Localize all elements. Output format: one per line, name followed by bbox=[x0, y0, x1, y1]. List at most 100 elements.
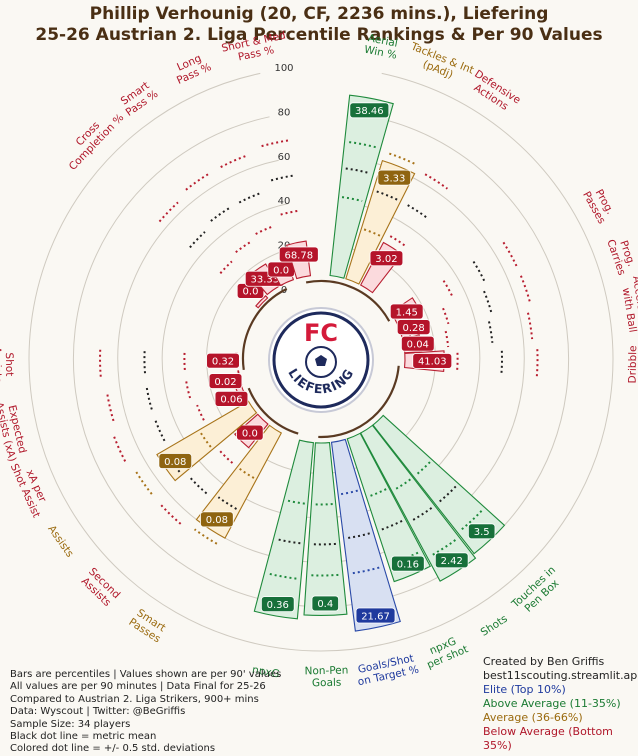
metric-label: Non-PenGoals bbox=[304, 665, 348, 690]
team-logo: FC LIEFERING bbox=[266, 305, 376, 415]
metric-label: AerialWin % bbox=[363, 32, 400, 62]
value-label: 0.08 bbox=[206, 515, 228, 526]
footer-line: Bars are percentiles | Values shown are … bbox=[10, 669, 281, 681]
sd-dot-line bbox=[446, 331, 449, 347]
metric-label: Tackles & Int(pAdj) bbox=[404, 40, 476, 88]
radial-tick-label: 80 bbox=[278, 107, 291, 118]
legend-average: Average (36-66%) bbox=[483, 711, 638, 725]
sd-dot-line bbox=[262, 140, 289, 146]
sd-dot-line bbox=[537, 349, 538, 376]
sd-dot-line bbox=[389, 154, 414, 164]
value-label: 2.42 bbox=[441, 556, 463, 567]
mean-dot-line bbox=[147, 388, 152, 410]
sd-dot-line bbox=[197, 405, 204, 420]
sd-dot-line bbox=[281, 211, 299, 215]
mean-dot-line bbox=[271, 176, 294, 181]
metric-label: Accelerationwith Ball bbox=[618, 275, 638, 343]
value-label: 0.32 bbox=[212, 357, 234, 368]
value-label: 0.0 bbox=[273, 265, 289, 276]
logo-fc-text: FC bbox=[304, 319, 338, 347]
metric-label: Short & MedPass % bbox=[220, 29, 289, 66]
metric-label: SmartPass % bbox=[117, 78, 161, 119]
value-label: 21.67 bbox=[361, 611, 390, 622]
value-label: 3.33 bbox=[383, 173, 405, 184]
mean-dot-line bbox=[408, 205, 427, 217]
sd-dot-line bbox=[186, 381, 190, 398]
sd-dot-line bbox=[100, 349, 101, 377]
metric-label: Touches inPen Box bbox=[509, 564, 566, 620]
metric-label: SmartPasses bbox=[127, 606, 170, 645]
mean-dot-line bbox=[191, 478, 207, 493]
sd-dot-line bbox=[444, 281, 453, 297]
metric-label: Shots bbox=[479, 613, 510, 639]
value-label: 0.04 bbox=[407, 339, 429, 350]
value-label: 38.46 bbox=[355, 106, 384, 117]
value-label: 0.08 bbox=[164, 457, 186, 468]
metric-label: CrossCompletion % bbox=[58, 103, 126, 173]
sd-dot-line bbox=[256, 227, 272, 234]
metric-label: Assists bbox=[45, 523, 76, 559]
metric-label: SecondAssists bbox=[78, 566, 122, 610]
sd-dot-line bbox=[236, 242, 250, 252]
sd-dot-line bbox=[220, 451, 232, 463]
radial-tick-label: 100 bbox=[274, 63, 293, 74]
mean-dot-line bbox=[239, 194, 259, 203]
sd-dot-line bbox=[528, 313, 532, 339]
value-label: 41.03 bbox=[418, 357, 447, 368]
radial-tick-label: 40 bbox=[278, 196, 291, 207]
metric-label: ShotAssists bbox=[0, 346, 15, 383]
sd-dot-line bbox=[221, 156, 246, 167]
sd-dot-line bbox=[220, 261, 232, 273]
metric-label: ExpectedAssists (xA) bbox=[0, 398, 30, 463]
value-label: 68.78 bbox=[284, 250, 313, 261]
metric-label: LongPass % bbox=[170, 50, 213, 87]
mean-dot-line bbox=[156, 421, 165, 441]
metric-label: DefensiveActions bbox=[466, 68, 523, 117]
sd-dot-line bbox=[503, 242, 516, 266]
mean-dot-line bbox=[501, 351, 502, 374]
metric-label: xA perShot Assist bbox=[8, 457, 53, 520]
metric-label: npxGper shot bbox=[421, 632, 470, 671]
credit-site: best11scouting.streamlit.app bbox=[483, 669, 638, 683]
value-label: 3.5 bbox=[474, 527, 490, 538]
mean-dot-line bbox=[190, 232, 205, 248]
value-label: 1.45 bbox=[396, 307, 418, 318]
mean-dot-line bbox=[144, 351, 145, 373]
metric-label: Prog.Carries bbox=[604, 234, 638, 277]
metric-label: Prog.Passes bbox=[580, 184, 618, 226]
sd-dot-line bbox=[136, 472, 152, 494]
credit-author: Created by Ben Griffis bbox=[483, 655, 638, 669]
value-label: 0.06 bbox=[220, 395, 242, 406]
footer-line: Black dot line = metric mean bbox=[10, 731, 281, 743]
value-label: 0.02 bbox=[214, 377, 236, 388]
legend-above-average: Above Average (11-35%) bbox=[483, 697, 638, 711]
legend-elite: Elite (Top 10%) bbox=[483, 683, 638, 697]
value-label: 0.28 bbox=[403, 323, 425, 334]
value-label: 0.0 bbox=[243, 287, 259, 298]
mean-dot-line bbox=[211, 208, 229, 221]
legend-below-average: Below Average (Bottom 35%) bbox=[483, 725, 638, 753]
value-label: 0.0 bbox=[242, 428, 258, 439]
metric-label: Goals/Shoton Target % bbox=[354, 652, 420, 688]
mean-dot-line bbox=[489, 321, 492, 342]
sd-dot-line bbox=[443, 308, 448, 324]
sd-dot-line bbox=[161, 505, 181, 524]
metric-label: DribbleSuccess % bbox=[626, 337, 638, 393]
footer-line: All values are per 90 minutes | Data Fin… bbox=[10, 681, 281, 693]
value-label: 3.02 bbox=[375, 254, 397, 265]
footer-line: Data: Wyscout | Twitter: @BeGriffis bbox=[10, 706, 281, 718]
mean-dot-line bbox=[473, 261, 484, 281]
footer-notes: Bars are percentiles | Values shown are … bbox=[10, 669, 281, 756]
sd-dot-line bbox=[390, 236, 405, 246]
footer-line: Sample Size: 34 players bbox=[10, 719, 281, 731]
sd-dot-line bbox=[107, 394, 113, 420]
mean-dot-line bbox=[484, 291, 491, 312]
footer-line: Compared to Austrian 2. Liga Strikers, 9… bbox=[10, 694, 281, 706]
footer-credits: Created by Ben Griffis best11scouting.st… bbox=[483, 655, 638, 753]
value-label: 0.36 bbox=[267, 600, 289, 611]
sd-dot-line bbox=[186, 174, 208, 190]
sd-dot-line bbox=[159, 202, 178, 221]
value-label: 0.16 bbox=[397, 559, 419, 570]
value-label: 0.4 bbox=[317, 599, 333, 610]
sd-dot-line bbox=[521, 276, 530, 302]
